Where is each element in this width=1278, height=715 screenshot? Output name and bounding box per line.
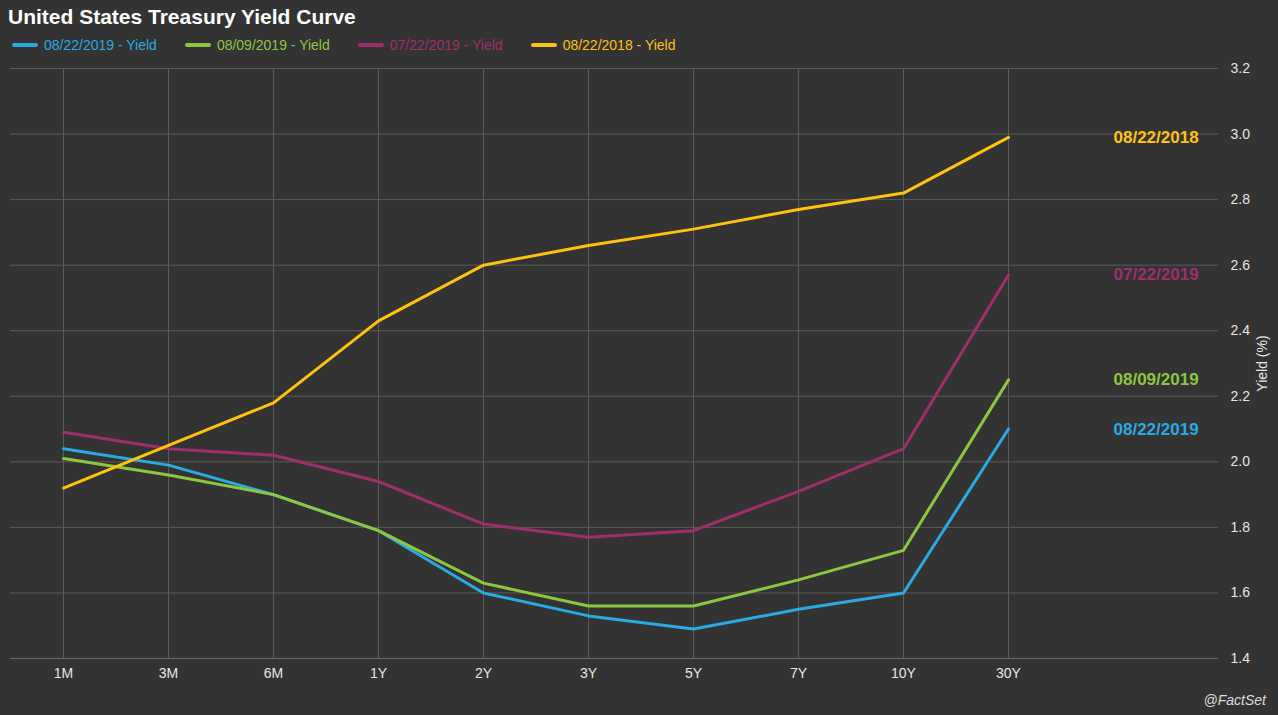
svg-text:2.6: 2.6 [1231,257,1251,273]
svg-text:1.6: 1.6 [1231,584,1251,600]
svg-text:08/09/2019: 08/09/2019 [1114,370,1199,389]
svg-text:2Y: 2Y [475,665,493,681]
svg-text:1.8: 1.8 [1231,519,1251,535]
svg-text:1.4: 1.4 [1231,650,1251,666]
svg-text:5Y: 5Y [685,665,703,681]
svg-text:3.0: 3.0 [1231,126,1251,142]
svg-text:08/22/2018: 08/22/2018 [1114,128,1199,147]
html-text:08/22/2019 - Yield: 08/22/2019 - Yield [44,37,157,53]
html-text:08/09/2019 - Yield: 08/09/2019 - Yield [216,37,330,53]
html-text:08/22/2018 - Yield: 08/22/2018 - Yield [562,37,676,53]
html-text:United States Treasury Yield C: United States Treasury Yield Curve [8,5,356,28]
svg-text:1Y: 1Y [370,665,388,681]
svg-text:2.0: 2.0 [1231,453,1251,469]
svg-text:2.2: 2.2 [1231,388,1251,404]
svg-text:6M: 6M [264,665,283,681]
svg-text:7Y: 7Y [790,665,808,681]
html-text:07/22/2019 - Yield: 07/22/2019 - Yield [389,37,503,53]
svg-text:2.8: 2.8 [1231,191,1251,207]
svg-text:10Y: 10Y [891,665,917,681]
svg-text:2.4: 2.4 [1231,322,1251,338]
svg-text:1M: 1M [54,665,73,681]
svg-text:3Y: 3Y [580,665,598,681]
svg-text:3.2: 3.2 [1231,60,1251,76]
svg-text:30Y: 30Y [996,665,1022,681]
svg-text:3M: 3M [159,665,178,681]
svg-text:07/22/2019: 07/22/2019 [1114,265,1199,284]
svg-text:Yield (%): Yield (%) [1254,335,1270,391]
html-text:@FactSet: @FactSet [1203,692,1266,708]
svg-text:08/22/2019: 08/22/2019 [1114,419,1199,438]
